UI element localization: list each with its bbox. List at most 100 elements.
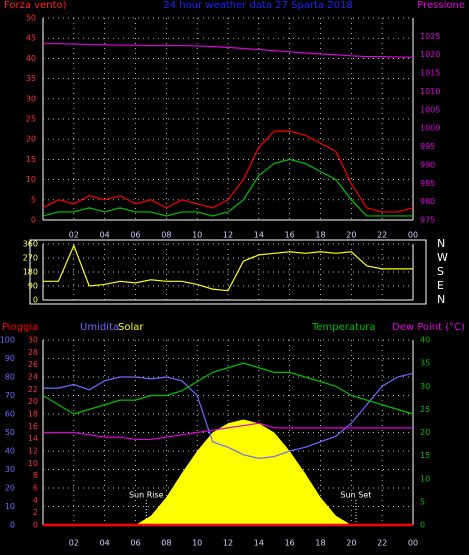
y2-tick-label: E — [437, 279, 444, 292]
y-axis-title: Forza vento) — [4, 0, 67, 11]
y2-axis-title: Pressione — [417, 0, 465, 11]
y-tick-label: 40 — [5, 447, 15, 456]
y2-tick-label: 25 — [420, 405, 430, 414]
y-tick-label: 80 — [5, 373, 15, 382]
y2-tick-label: 980 — [420, 197, 435, 206]
y-tick-label: 100 — [0, 336, 15, 345]
x-tick-label: 20 — [346, 231, 356, 240]
y-tick-label: 40 — [26, 54, 36, 63]
y3-tick-label: 30 — [28, 336, 38, 345]
y2-tick-label: 1010 — [420, 87, 440, 96]
annotation: Sun Rise — [129, 491, 164, 500]
x-tick-label: 20 — [346, 539, 356, 548]
y2-tick-label: 40 — [420, 336, 430, 345]
y3-tick-label: 26 — [28, 360, 38, 369]
y2-tick-label: 975 — [420, 216, 435, 225]
y-tick-label: 270 — [23, 254, 38, 263]
x-tick-label: 00 — [408, 231, 418, 240]
y3-tick-label: 18 — [28, 410, 38, 419]
y2-tick-label: 995 — [420, 142, 435, 151]
x-tick-label: 22 — [377, 231, 387, 240]
legend-label: Dew Point (°C) — [392, 322, 465, 333]
y2-tick-label: 30 — [420, 382, 430, 391]
y3-tick-label: 10 — [28, 459, 38, 468]
y3-tick-label: 12 — [28, 447, 38, 456]
y3-tick-label: 16 — [28, 422, 38, 431]
y2-tick-label: 1000 — [420, 124, 440, 133]
x-tick-label: 04 — [100, 539, 110, 548]
y-tick-label: 20 — [5, 484, 15, 493]
y2-tick-label: S — [437, 265, 444, 278]
line — [43, 43, 414, 58]
y2-tick-label: 20 — [420, 428, 430, 437]
y3-tick-label: 22 — [28, 385, 38, 394]
y2-tick-label: 1020 — [420, 50, 440, 59]
y2-tick-label: 35 — [420, 359, 430, 368]
x-tick-label: 10 — [192, 539, 202, 548]
y2-tick-label: 990 — [420, 160, 435, 169]
line — [43, 243, 413, 292]
y-tick-label: 360 — [23, 240, 38, 249]
y2-tick-label: 985 — [420, 179, 435, 188]
x-tick-label: 10 — [192, 231, 202, 240]
line — [43, 372, 414, 460]
x-tick-label: 08 — [161, 231, 171, 240]
x-tick-label: 12 — [223, 231, 233, 240]
y-tick-label: 35 — [26, 74, 36, 83]
y3-tick-label: 14 — [28, 434, 38, 443]
y-tick-label: 30 — [26, 94, 36, 103]
y-tick-label: 70 — [5, 391, 15, 400]
y-tick-label: 0 — [33, 296, 38, 305]
y3-tick-label: 4 — [33, 496, 38, 505]
y2-tick-label: 1005 — [420, 105, 440, 114]
y2-tick-label: W — [437, 251, 448, 264]
annotation: Sun Set — [341, 491, 372, 500]
y3-tick-label: 28 — [28, 348, 38, 357]
y3-tick-label: 0 — [33, 521, 38, 530]
legend-label: Pioggia — [2, 322, 38, 333]
x-tick-label: 06 — [130, 539, 140, 548]
y-tick-label: 10 — [26, 175, 36, 184]
y2-tick-label: 10 — [420, 474, 430, 483]
y-tick-label: 20 — [26, 135, 36, 144]
y-tick-label: 10 — [5, 502, 15, 511]
x-tick-label: 02 — [69, 539, 79, 548]
y2-tick-label: 1015 — [420, 69, 440, 78]
y3-tick-label: 20 — [28, 397, 38, 406]
x-tick-label: 18 — [315, 539, 325, 548]
y-tick-label: 30 — [5, 465, 15, 474]
y3-tick-label: 6 — [33, 484, 38, 493]
x-tick-label: 16 — [285, 231, 295, 240]
panel-frame — [29, 239, 427, 305]
y2-tick-label: 0 — [420, 521, 425, 530]
y2-tick-label: 15 — [420, 451, 430, 460]
line — [43, 422, 413, 441]
x-tick-label: 04 — [100, 231, 110, 240]
y-tick-label: 50 — [5, 428, 15, 437]
y-tick-label: 0 — [31, 216, 36, 225]
area — [43, 419, 413, 525]
legend-label: Solar — [118, 322, 144, 333]
y-tick-label: 90 — [28, 282, 38, 291]
x-tick-label: 14 — [254, 539, 264, 548]
y-tick-label: 90 — [5, 354, 15, 363]
y-tick-label: 15 — [26, 155, 36, 164]
y3-tick-label: 24 — [28, 373, 38, 382]
x-tick-label: 08 — [161, 539, 171, 548]
x-tick-label: 12 — [223, 539, 233, 548]
y3-tick-label: 8 — [33, 471, 38, 480]
y2-tick-label: 5 — [420, 497, 425, 506]
x-tick-label: 16 — [285, 539, 295, 548]
x-tick-label: 22 — [377, 539, 387, 548]
y2-tick-label: N — [437, 293, 445, 306]
y2-tick-label: 1025 — [420, 32, 440, 41]
x-tick-label: 14 — [254, 231, 264, 240]
y-tick-label: 25 — [26, 115, 36, 124]
y-tick-label: 5 — [31, 195, 36, 204]
line — [42, 130, 414, 213]
line — [42, 158, 413, 217]
legend-label: Temperatura — [311, 322, 376, 333]
y3-tick-label: 2 — [33, 508, 38, 517]
